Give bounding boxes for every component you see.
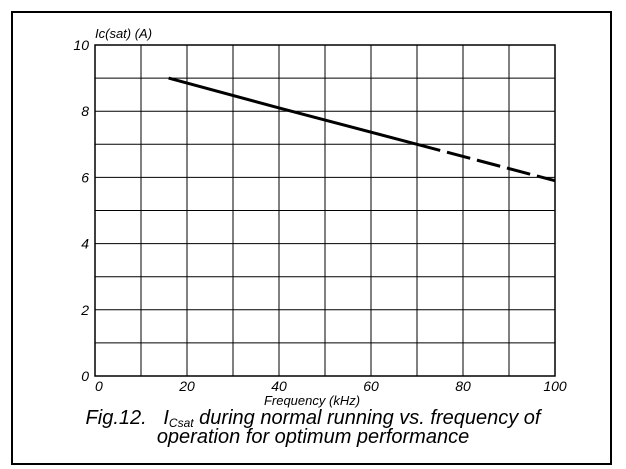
y-tick-label: 0 [81, 368, 89, 384]
caption-text-1: during normal running vs. frequency of [193, 407, 541, 429]
x-axis-label: Frequency (kHz) [264, 393, 360, 408]
caption-symbol-sub: Csat [168, 416, 194, 430]
y-tick-label: 10 [73, 37, 89, 53]
series-line-solid [168, 76, 418, 146]
series-line-dashed [416, 142, 556, 183]
x-tick-label: 100 [543, 378, 567, 394]
x-tick-label: 0 [95, 378, 103, 394]
x-tick-label: 40 [271, 378, 287, 394]
caption-line-2: operation for optimum performance [156, 426, 470, 448]
caption-symbol: I [163, 407, 169, 429]
y-tick-labels: 0 2 4 6 8 10 [73, 37, 89, 384]
x-tick-label: 80 [455, 378, 471, 394]
caption-line-1: Fig.12. ICsat during normal running vs. … [0, 407, 626, 430]
figure-frame [11, 11, 612, 465]
x-tick-label: 20 [178, 378, 195, 394]
plot-area [94, 44, 556, 377]
y-tick-label: 2 [80, 302, 89, 318]
grid [95, 45, 555, 376]
figure-caption: Fig.12. ICsat during normal running vs. … [0, 407, 626, 448]
x-tick-labels: 0 20 40 60 80 100 [95, 378, 567, 394]
y-axis-label: Ic(sat) (A) [95, 26, 152, 41]
y-tick-label: 4 [81, 236, 89, 252]
caption-prefix: Fig.12. [85, 407, 147, 429]
x-tick-label: 60 [363, 378, 379, 394]
y-tick-label: 8 [81, 103, 89, 119]
y-tick-label: 6 [81, 169, 89, 185]
series-ic-sat [168, 76, 556, 183]
